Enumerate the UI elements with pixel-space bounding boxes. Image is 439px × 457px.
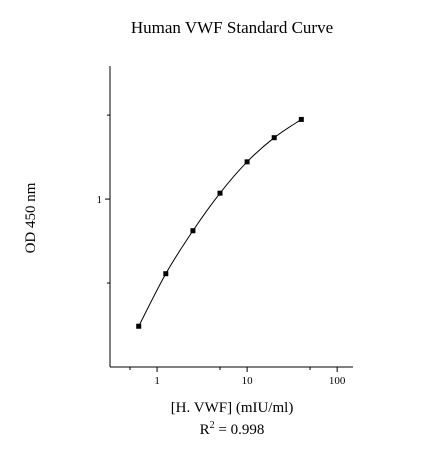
- data-point: [244, 159, 250, 165]
- x-tick-label: 1: [154, 375, 160, 387]
- data-point: [217, 190, 223, 196]
- chart-title: Human VWF Standard Curve: [131, 18, 333, 37]
- r-squared-superscript: 2: [210, 420, 215, 431]
- data-point: [136, 323, 142, 329]
- data-point: [298, 116, 304, 122]
- x-axis-label: [H. VWF] (mIU/ml): [171, 400, 294, 416]
- y-tick-label: 1: [97, 194, 103, 206]
- x-axis-ticks: 1 10 100: [129, 367, 346, 387]
- x-tick-label: 100: [329, 375, 346, 387]
- r-squared-prefix: R: [200, 422, 210, 438]
- data-point: [190, 228, 196, 234]
- fit-curve-group: [138, 119, 302, 327]
- r-squared-value: = 0.998: [215, 422, 265, 438]
- y-axis-label: OD 450 nm: [23, 182, 39, 253]
- data-point: [163, 271, 169, 277]
- data-point-group: [136, 116, 304, 329]
- fit-curve: [138, 119, 302, 327]
- y-axis-ticks: 1: [97, 114, 110, 284]
- r-squared-annotation: R2 = 0.998: [200, 420, 265, 438]
- data-point: [271, 135, 277, 141]
- x-tick-label: 10: [242, 375, 254, 387]
